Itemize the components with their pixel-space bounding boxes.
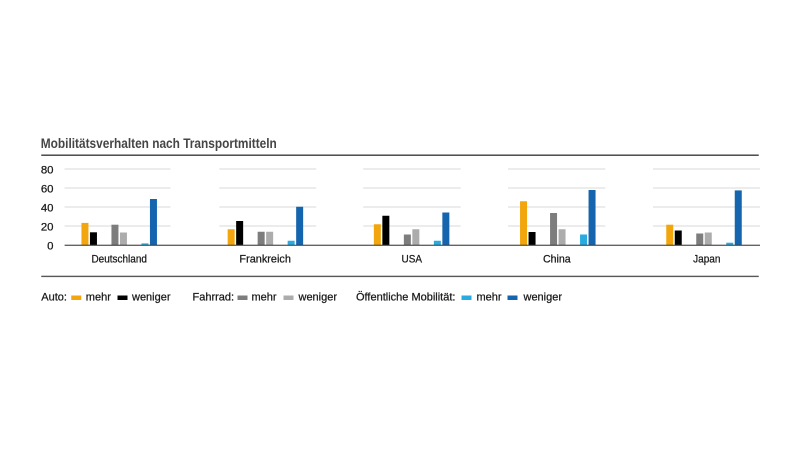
svg-text:weniger: weniger	[523, 292, 563, 304]
svg-text:Auto:: Auto:	[41, 292, 67, 304]
svg-text:20: 20	[41, 222, 54, 234]
svg-text:Japan: Japan	[693, 253, 720, 265]
svg-text:weniger: weniger	[131, 292, 171, 304]
svg-text:China: China	[543, 253, 571, 265]
svg-text:Frankreich: Frankreich	[239, 253, 291, 265]
svg-text:Deutschland: Deutschland	[91, 253, 147, 265]
svg-text:USA: USA	[402, 253, 423, 265]
svg-text:60: 60	[41, 184, 54, 196]
svg-text:40: 40	[41, 203, 54, 215]
svg-text:mehr: mehr	[86, 292, 111, 304]
svg-text:mehr: mehr	[477, 292, 502, 304]
svg-text:mehr: mehr	[252, 292, 277, 304]
svg-text:weniger: weniger	[298, 292, 338, 304]
svg-text:Mobilitätsverhalten nach Trans: Mobilitätsverhalten nach Transportmittel…	[41, 136, 277, 151]
svg-text:Öffentliche Mobilität:: Öffentliche Mobilität:	[356, 292, 455, 304]
svg-text:80: 80	[41, 165, 54, 177]
svg-text:Fahrrad:: Fahrrad:	[193, 292, 235, 304]
svg-text:0: 0	[47, 241, 53, 253]
